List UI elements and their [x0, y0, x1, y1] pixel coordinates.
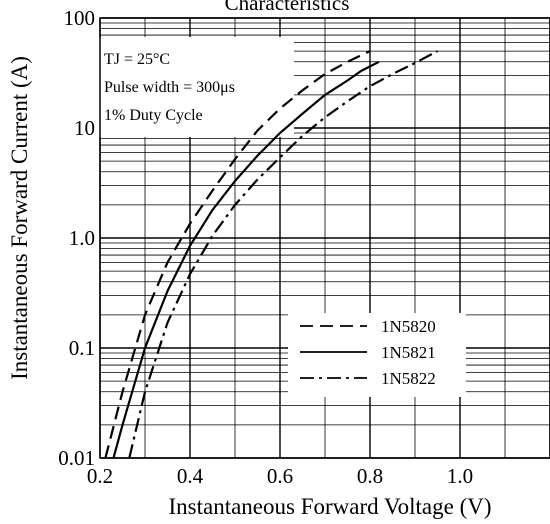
- y-tick-label: 1.0: [69, 226, 95, 250]
- legend-label-1N5821: 1N5821: [381, 343, 436, 362]
- x-tick-label: 0.4: [177, 464, 204, 488]
- series-line-1N5821: [112, 60, 380, 459]
- conditions-annotation: TJ = 25°C Pulse width = 300μs 1% Duty Cy…: [97, 37, 294, 137]
- x-tick-label: 0.2: [87, 464, 113, 488]
- x-tick-label: 0.6: [267, 464, 293, 488]
- annotation-tj: TJ = 25°C: [104, 51, 170, 68]
- annotation-background: [97, 37, 294, 137]
- y-tick-label: 10: [74, 116, 95, 140]
- series-layer: [104, 50, 439, 459]
- legend-background: [288, 313, 466, 397]
- legend-label-1N5822: 1N5822: [381, 369, 436, 388]
- legend: 1N5820 1N5821 1N5822: [288, 313, 466, 397]
- y-tick-label: 100: [64, 6, 96, 30]
- y-tick-label: 0.1: [69, 336, 95, 360]
- y-axis-label: Instantaneous Forward Current (A): [7, 56, 32, 380]
- series-line-1N5820: [104, 50, 371, 459]
- legend-label-1N5820: 1N5820: [381, 317, 436, 336]
- tick-labels: 0.2 0.4 0.6 0.8 1.0 0.01 0.1 1.0 10 100: [58, 6, 473, 488]
- plot-frame: [99, 17, 550, 459]
- annotation-pulse-width: Pulse width = 300μs: [104, 79, 235, 96]
- y-tick-label: 0.01: [58, 446, 95, 470]
- chart-title: Characteristics: [225, 0, 350, 15]
- x-axis-label: Instantaneous Forward Voltage (V): [169, 494, 492, 519]
- x-tick-label: 1.0: [447, 464, 473, 488]
- annotation-duty-cycle: 1% Duty Cycle: [104, 107, 203, 124]
- x-tick-label: 0.8: [357, 464, 383, 488]
